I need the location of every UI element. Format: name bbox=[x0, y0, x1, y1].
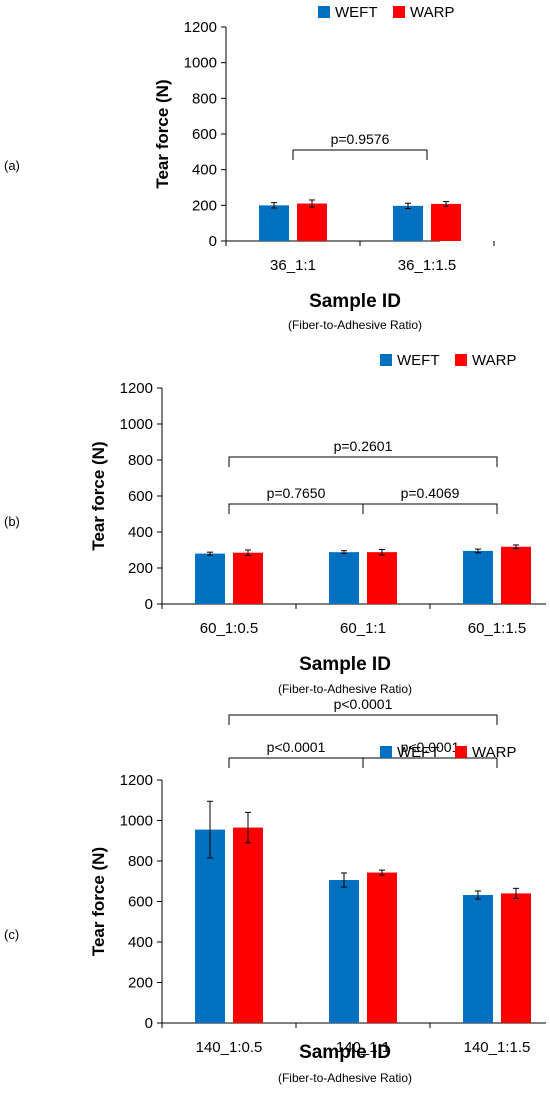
y-tick-label: 1200 bbox=[120, 380, 153, 397]
y-tick-label: 800 bbox=[128, 452, 153, 469]
legend-label: WARP bbox=[472, 744, 516, 761]
bar-weft bbox=[393, 205, 423, 241]
panel-label: (a) bbox=[4, 158, 20, 173]
y-axis-title: Tear force (N) bbox=[153, 79, 172, 188]
category-label: 60_1:0.5 bbox=[200, 620, 258, 637]
y-tick-label: 600 bbox=[128, 894, 153, 911]
y-tick-label: 800 bbox=[128, 853, 153, 870]
significance-bracket bbox=[228, 714, 498, 725]
legend-swatch-weft bbox=[318, 6, 330, 18]
y-tick-label: 0 bbox=[209, 233, 217, 250]
bar-weft bbox=[195, 553, 225, 604]
y-tick-label: 1000 bbox=[184, 55, 217, 72]
p-value-label: p=0.7650 bbox=[267, 485, 326, 501]
y-tick-label: 0 bbox=[145, 596, 153, 613]
category-label: 36_1:1 bbox=[270, 257, 316, 274]
y-tick-label: 1000 bbox=[120, 813, 153, 830]
category-label: 60_1:1 bbox=[340, 620, 386, 637]
y-tick-label: 200 bbox=[192, 197, 217, 214]
legend-label: WEFT bbox=[397, 352, 440, 369]
bar-warp bbox=[233, 827, 263, 1023]
panel-label: (b) bbox=[4, 514, 20, 529]
y-tick-label: 400 bbox=[128, 524, 153, 541]
bar-weft bbox=[463, 895, 493, 1023]
category-label: 140_1:1.5 bbox=[464, 1039, 531, 1056]
significance-bracket bbox=[362, 503, 498, 514]
x-axis-subtitle: (Fiber-to-Adhesive Ratio) bbox=[278, 1071, 412, 1085]
legend-label: WARP bbox=[472, 352, 516, 369]
bar-warp bbox=[501, 546, 531, 604]
bar-warp bbox=[431, 203, 461, 241]
x-axis-title: Sample ID bbox=[299, 654, 391, 675]
y-tick-label: 1200 bbox=[120, 772, 153, 789]
p-value-label: p=0.2601 bbox=[334, 438, 393, 454]
significance-bracket bbox=[362, 757, 498, 768]
bar-weft bbox=[463, 550, 493, 604]
legend-label: WARP bbox=[410, 4, 454, 21]
significance-bracket bbox=[228, 757, 364, 768]
legend-swatch-warp bbox=[455, 746, 467, 758]
legend-swatch-warp bbox=[455, 354, 467, 366]
legend-label: WEFT bbox=[335, 4, 378, 21]
legend-swatch-weft bbox=[380, 746, 392, 758]
category-label: 140_1:0.5 bbox=[196, 1039, 263, 1056]
chart-panel-2: (b) 0 200 400 600 800 1000 1200 Tear force (N) 60… bbox=[4, 352, 546, 696]
significance-bracket bbox=[228, 503, 364, 514]
y-tick-label: 600 bbox=[192, 126, 217, 143]
significance-bracket bbox=[228, 456, 498, 467]
legend-swatch-warp bbox=[393, 6, 405, 18]
category-label: 36_1:1.5 bbox=[398, 257, 456, 274]
legend-label: WEFT bbox=[397, 744, 440, 761]
bar-weft bbox=[259, 205, 289, 241]
legend-swatch-weft bbox=[380, 354, 392, 366]
bar-weft bbox=[329, 880, 359, 1023]
y-axis-title: Tear force (N) bbox=[89, 441, 108, 550]
bar-weft bbox=[195, 829, 225, 1023]
y-tick-label: 600 bbox=[128, 488, 153, 505]
y-tick-label: 1200 bbox=[184, 19, 217, 36]
p-value-label: p<0.0001 bbox=[401, 739, 460, 755]
y-axis-title: Tear force (N) bbox=[89, 847, 108, 956]
y-tick-label: 200 bbox=[128, 975, 153, 992]
y-tick-label: 800 bbox=[192, 90, 217, 107]
category-label: 140_1:1 bbox=[336, 1039, 390, 1056]
y-tick-label: 0 bbox=[145, 1015, 153, 1032]
p-value-label: p<0.0001 bbox=[267, 739, 326, 755]
bar-warp bbox=[297, 203, 327, 241]
significance-bracket bbox=[292, 149, 428, 160]
bar-warp bbox=[233, 552, 263, 604]
p-value-label: p=0.4069 bbox=[401, 485, 460, 501]
x-axis-title: Sample ID bbox=[299, 1042, 391, 1063]
bar-warp bbox=[367, 872, 397, 1023]
y-tick-label: 1000 bbox=[120, 416, 153, 433]
x-axis-title: Sample ID bbox=[309, 291, 401, 312]
bar-warp bbox=[367, 552, 397, 604]
bar-warp bbox=[501, 893, 531, 1023]
y-tick-label: 400 bbox=[128, 934, 153, 951]
y-tick-label: 400 bbox=[192, 162, 217, 179]
chart-panel-3: (c) 0 200 400 600 800 1000 1200 Tear force (N) 14… bbox=[4, 696, 546, 1085]
bar-weft bbox=[329, 552, 359, 604]
category-label: 60_1:1.5 bbox=[468, 620, 526, 637]
x-axis-subtitle: (Fiber-to-Adhesive Ratio) bbox=[288, 318, 422, 332]
p-value-label: p<0.0001 bbox=[334, 696, 393, 712]
p-value-label: p=0.9576 bbox=[331, 131, 390, 147]
x-axis-subtitle: (Fiber-to-Adhesive Ratio) bbox=[278, 682, 412, 696]
panel-label: (c) bbox=[4, 927, 19, 942]
y-tick-label: 200 bbox=[128, 560, 153, 577]
chart-panel-1: (a) 0 200 400 600 800 1000 1200 Tear force (N) 36… bbox=[4, 4, 495, 332]
